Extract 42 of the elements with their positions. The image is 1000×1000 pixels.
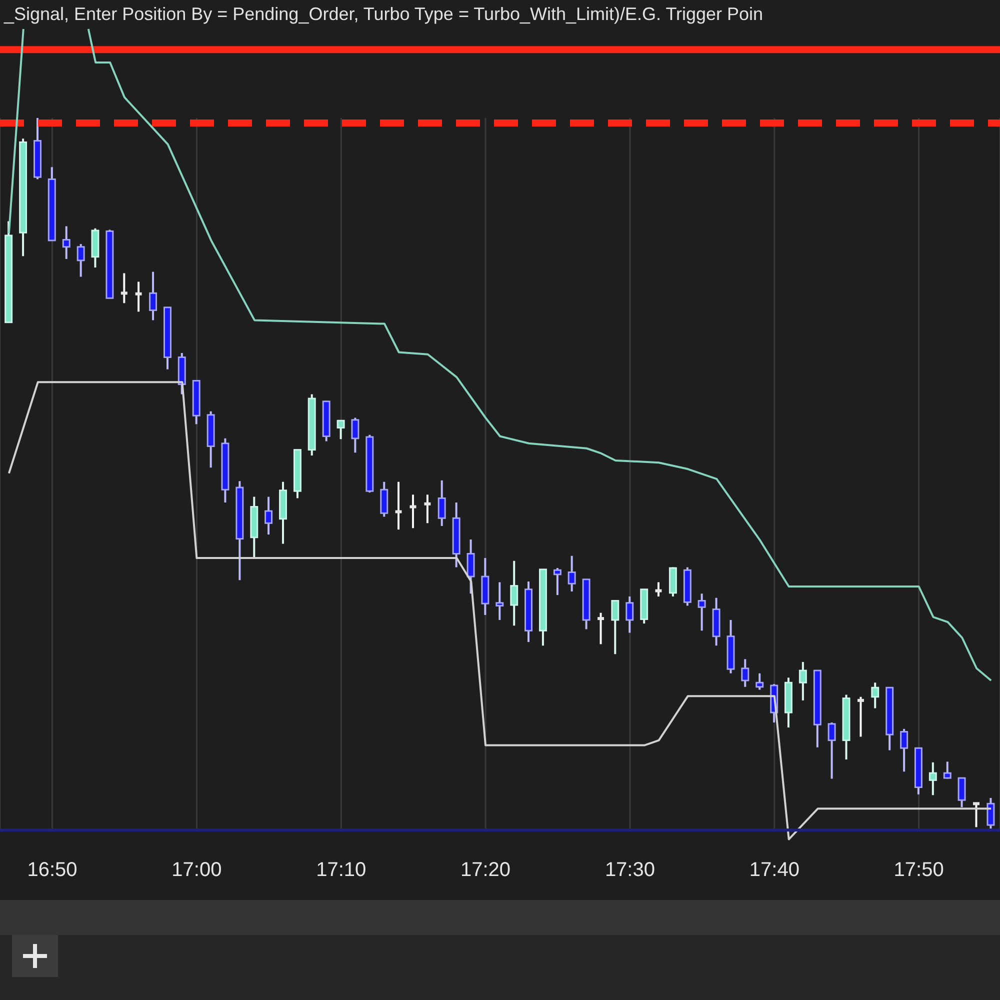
candlestick xyxy=(741,658,750,688)
candlestick xyxy=(655,581,662,598)
candlestick xyxy=(149,270,158,322)
candlestick xyxy=(568,554,576,592)
x-tick-label: 17:00 xyxy=(172,859,222,882)
candlestick xyxy=(466,538,475,595)
candlestick xyxy=(611,599,620,656)
candlestick xyxy=(698,592,706,632)
candlestick xyxy=(120,272,128,304)
candlestick xyxy=(424,494,431,524)
candlestick xyxy=(135,280,142,313)
candlestick xyxy=(510,560,518,627)
candlestick xyxy=(928,761,937,796)
chart-title: _Signal, Enter Position By = Pending_Order, Turbo Type = Turbo_With_Limit)/E.G. Trigger Poin xyxy=(4,3,764,25)
x-tick-label: 16:50 xyxy=(27,859,78,882)
x-tick-label: 17:20 xyxy=(460,859,511,882)
candlestick xyxy=(62,225,70,260)
candlestick xyxy=(76,243,85,278)
candlestick xyxy=(553,566,562,596)
candlestick xyxy=(871,682,880,710)
x-tick-label: 17:10 xyxy=(316,859,366,882)
candlestick xyxy=(626,595,634,634)
candlestick xyxy=(900,728,908,773)
x-tick-label: 17:40 xyxy=(749,859,800,882)
candlestick xyxy=(351,416,360,454)
candlestick xyxy=(828,721,836,780)
candlestick xyxy=(986,796,995,830)
candlestick xyxy=(496,581,504,621)
x-tick-label: 17:30 xyxy=(604,859,656,882)
candlestick xyxy=(438,479,446,527)
candlestick xyxy=(943,760,952,780)
candlestick xyxy=(857,696,864,738)
candlestick xyxy=(380,480,388,518)
candlestick xyxy=(410,494,416,530)
candlestick xyxy=(264,496,273,536)
candlestick xyxy=(336,420,345,440)
x-tick-label: 17:50 xyxy=(894,859,944,882)
candlestick xyxy=(395,480,402,531)
candlestick xyxy=(598,612,604,646)
candlestick xyxy=(798,660,807,702)
candlestick xyxy=(756,672,764,691)
candlestick xyxy=(958,777,966,808)
